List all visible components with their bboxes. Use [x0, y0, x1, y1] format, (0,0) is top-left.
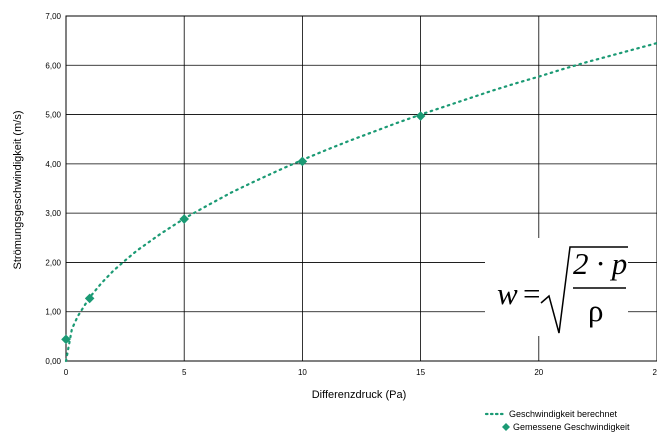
data-point-measured — [415, 111, 426, 121]
legend-item-calculated: Geschwindigkeit berechnet — [484, 409, 618, 419]
formula-equals: = — [523, 276, 540, 311]
legend-diamond-swatch — [502, 423, 510, 431]
x-tick-label: 15 — [416, 368, 425, 377]
data-point-measured — [84, 293, 95, 304]
y-tick-label: 2,00 — [45, 258, 61, 267]
x-tick-label: 5 — [182, 368, 187, 377]
y-tick-label: 6,00 — [45, 61, 61, 70]
y-tick-label: 3,00 — [45, 209, 61, 218]
formula-denominator: ρ — [588, 293, 603, 328]
measured-series — [61, 111, 426, 345]
formula-lhs: w — [497, 276, 518, 311]
x-tick-label: 20 — [534, 368, 543, 377]
x-tick-label: 25 — [653, 368, 657, 377]
y-axis-label: Strömungsgeschwindigkeit (m/s) — [12, 111, 24, 270]
legend-label-measured: Gemessene Geschwindigkeit — [513, 422, 630, 432]
plot-area-border — [65, 15, 657, 362]
x-tick-label: 10 — [298, 368, 307, 377]
series-line-calculated — [64, 42, 657, 363]
y-tick-label: 0,00 — [45, 357, 61, 366]
calculated-series — [64, 42, 657, 363]
data-point-measured — [61, 334, 71, 345]
y-tick-label: 5,00 — [45, 111, 61, 120]
x-tick-label: 0 — [64, 368, 69, 377]
formula-background — [485, 238, 628, 336]
data-point-measured — [297, 156, 308, 167]
formula-annotation: w = 2 · p ρ — [485, 238, 628, 336]
legend-label-calculated: Geschwindigkeit berechnet — [509, 409, 618, 419]
y-tick-label: 4,00 — [45, 160, 61, 169]
formula-root-sign — [540, 246, 628, 334]
y-tick-label: 7,00 — [45, 12, 61, 21]
y-tick-label: 1,00 — [45, 308, 61, 317]
plot-border — [65, 15, 657, 362]
x-axis-label: Differenzdruck (Pa) — [312, 389, 407, 401]
legend: Geschwindigkeit berechnet Gemessene Gesc… — [484, 409, 630, 432]
legend-item-measured: Gemessene Geschwindigkeit — [502, 422, 630, 432]
data-point-measured — [179, 214, 189, 224]
tick-labels: 0,00 1,00 2,00 3,00 4,00 5,00 6,00 7,00 0 5 10 15 20… — [45, 12, 657, 377]
formula-numerator: 2 · p — [573, 246, 627, 281]
